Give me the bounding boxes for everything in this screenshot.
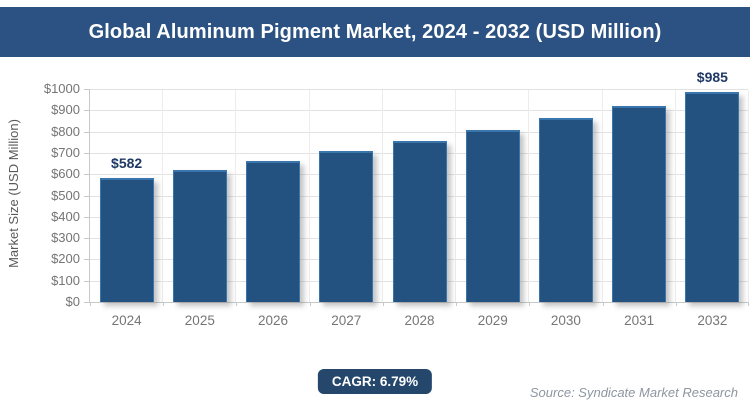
x-tick-label: 2030 <box>550 313 581 328</box>
v-gridline <box>748 90 749 302</box>
y-tick-label: $900 <box>51 102 80 118</box>
y-axis-tick <box>84 152 90 154</box>
bar-2029 <box>465 129 520 302</box>
x-tick-label: 2026 <box>258 313 289 328</box>
bar-2030 <box>538 118 593 302</box>
bar-value-label: $582 <box>111 155 143 172</box>
bar-2024 <box>99 178 154 302</box>
x-axis-tick <box>748 302 749 306</box>
v-gridline <box>235 90 237 302</box>
y-tick-label: $300 <box>51 230 80 246</box>
h-gridline <box>90 89 748 90</box>
h-gridline <box>90 110 748 112</box>
y-tick-label: $500 <box>51 187 80 203</box>
y-axis-tick <box>84 131 90 133</box>
plot-area: $0 $100 $200 $300 $400 $500 $600 $700 $800 $900 $1… <box>44 69 749 328</box>
v-gridline <box>601 90 603 302</box>
bar-2032 <box>685 92 740 302</box>
y-tick-label: $600 <box>51 166 80 182</box>
v-gridline <box>308 90 310 302</box>
x-tick-label: 2024 <box>111 313 142 328</box>
v-gridline <box>528 90 530 302</box>
x-tick-label: 2028 <box>404 313 435 328</box>
bar-2031 <box>612 105 667 302</box>
x-axis-tick <box>529 302 531 306</box>
y-tick-label: $800 <box>51 123 80 139</box>
bar-2027 <box>319 150 374 302</box>
x-axis-tick <box>675 302 677 306</box>
v-gridline <box>381 90 383 302</box>
x-tick-label: 2025 <box>184 313 215 328</box>
x-tick-label: 2029 <box>477 313 508 328</box>
y-axis-tick <box>84 174 90 176</box>
v-gridline <box>162 90 164 302</box>
source-attribution: Source: Syndicate Market Research <box>529 385 738 400</box>
y-axis-tick <box>84 195 90 197</box>
bar-2025 <box>172 169 227 302</box>
y-axis-tick <box>84 238 90 240</box>
y-axis-tick <box>84 280 90 282</box>
x-tick-label: 2032 <box>697 313 728 328</box>
x-axis-tick <box>309 302 311 306</box>
y-tick-label: $100 <box>51 272 80 288</box>
y-axis-tick <box>84 89 90 90</box>
x-axis-tick <box>236 302 238 306</box>
y-axis-tick <box>84 302 90 303</box>
y-axis-tick <box>84 259 90 261</box>
v-gridline <box>674 90 676 302</box>
bar-2026 <box>246 160 301 302</box>
x-axis-tick <box>90 302 91 306</box>
x-axis-tick <box>163 302 165 306</box>
y-tick-label: $200 <box>51 251 80 267</box>
y-tick-label: $1000 <box>43 81 80 96</box>
title-bar: Global Aluminum Pigment Market, 2024 - 2… <box>0 7 750 57</box>
y-axis-tick <box>84 216 90 218</box>
h-gridline <box>90 131 748 133</box>
bar-2028 <box>392 140 447 302</box>
v-gridline <box>455 90 457 302</box>
x-axis-tick <box>602 302 604 306</box>
y-tick-label: $700 <box>51 144 80 160</box>
cagr-badge: CAGR: 6.79% <box>317 369 433 394</box>
chart-title: Global Aluminum Pigment Market, 2024 - 2… <box>88 20 662 43</box>
y-axis-tick <box>84 110 90 112</box>
x-tick-label: 2031 <box>624 313 655 328</box>
x-tick-label: 2027 <box>331 313 362 328</box>
y-axis-title-text: Market Size (USD Million) <box>6 119 21 268</box>
bar-value-label: $985 <box>696 69 728 86</box>
y-tick-label: $0 <box>65 294 80 309</box>
y-tick-label: $400 <box>51 208 80 224</box>
x-axis-tick <box>456 302 458 306</box>
x-axis-tick <box>382 302 384 306</box>
